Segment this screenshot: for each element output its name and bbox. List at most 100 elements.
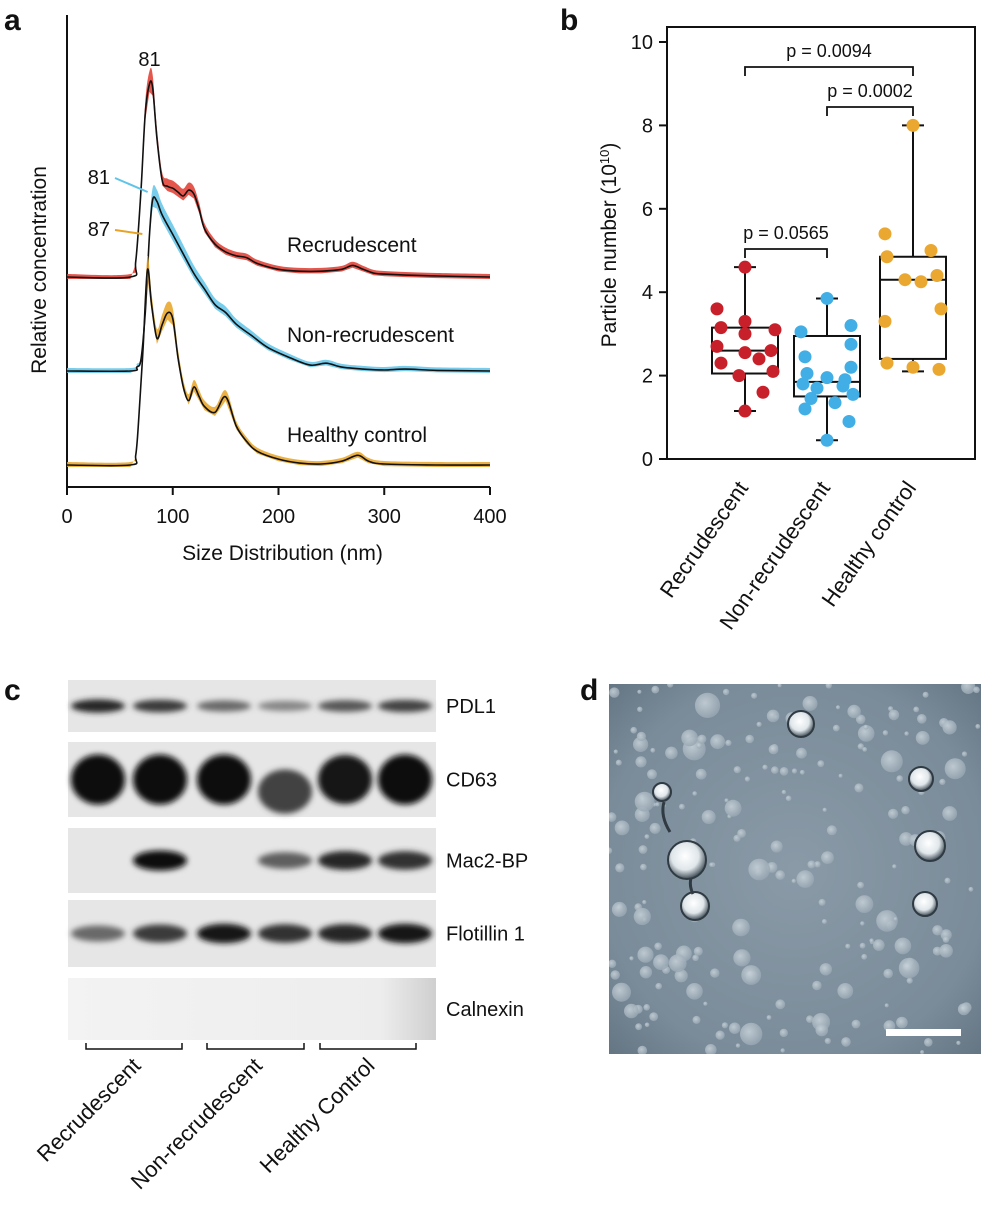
tem-particle	[615, 863, 625, 873]
blot-marker-label: Calnexin	[446, 999, 524, 1021]
group-bracket	[206, 1043, 305, 1050]
data-point	[820, 433, 834, 447]
y-axis-label: Particle number (1010)	[597, 143, 622, 348]
blot-strip	[68, 680, 436, 732]
panel-a: a 0 100 200 300 400 Size Distribution (nm) Rel…	[4, 4, 507, 565]
tem-particle	[975, 724, 981, 729]
blot-band	[258, 852, 312, 869]
data-point	[810, 381, 824, 395]
tem-particle	[917, 714, 927, 724]
data-point	[844, 360, 858, 374]
tem-particle	[924, 1038, 933, 1047]
data-point	[732, 369, 746, 383]
y-tick-label: 4	[642, 282, 653, 304]
tem-particle	[653, 954, 669, 971]
tem-particle	[956, 1040, 961, 1045]
tem-particle	[821, 851, 834, 864]
tem-particle	[701, 810, 716, 824]
tem-particle	[733, 949, 751, 967]
data-point	[878, 227, 892, 241]
tem-particle	[613, 749, 618, 754]
panel-letter-d: d	[580, 674, 598, 707]
y-axis-label-base: Particle number (10	[598, 164, 621, 347]
chart-a-plot: 0 100 200 300 400 Size Distribution (nm) Relat…	[28, 15, 507, 565]
tem-particle	[630, 726, 637, 734]
tem-particle	[643, 1004, 650, 1011]
tem-particle	[740, 1022, 763, 1046]
data-point	[844, 319, 858, 333]
data-point	[738, 327, 752, 341]
x-tick-label: 400	[473, 506, 506, 528]
series-band	[67, 184, 490, 373]
tem-particle	[888, 706, 894, 712]
tem-particle	[665, 746, 678, 760]
blot-strip	[68, 900, 436, 967]
peak-leader	[114, 229, 143, 235]
p-value-label: p = 0.0094	[786, 41, 872, 61]
blot-marker-label: CD63	[446, 770, 497, 792]
blot-band	[133, 850, 187, 871]
panel-letter-a: a	[4, 4, 21, 37]
y-tick-label: 6	[642, 199, 653, 221]
panel-c: c PDL1 CD63 Mac2-BP Flotillin 1 Calnexin Recr…	[4, 674, 528, 1194]
tem-particle	[686, 983, 703, 1000]
y-axis-label-exp: 10	[597, 150, 612, 164]
tem-particle	[609, 959, 617, 968]
tem-particle	[906, 977, 913, 984]
tem-particle	[634, 791, 655, 812]
tem-particle	[961, 684, 976, 694]
tem-particle	[920, 1050, 925, 1054]
tem-particle	[876, 910, 898, 932]
tem-particle	[762, 764, 768, 770]
tem-particle	[735, 1043, 741, 1048]
blot-marker-label: Mac2-BP	[446, 851, 528, 873]
tem-particle	[855, 714, 866, 725]
x-tick-label: 200	[262, 506, 295, 528]
tem-particle	[614, 820, 630, 836]
data-point	[738, 260, 752, 274]
tem-particle	[655, 982, 662, 990]
blot-band	[71, 699, 125, 713]
y-axis-label-close: )	[598, 143, 621, 150]
y-tick-label: 8	[642, 115, 653, 137]
data-point	[880, 356, 894, 370]
blot-band	[318, 755, 372, 804]
tem-particle	[654, 942, 662, 951]
p-value-label: p = 0.0002	[827, 81, 913, 101]
tem-particle	[922, 691, 929, 698]
blot-marker-label: PDL1	[446, 696, 496, 718]
tem-particle	[968, 886, 974, 892]
x-axis-label: Size Distribution (nm)	[182, 542, 383, 565]
data-point	[738, 314, 752, 328]
x-tick-label: 0	[61, 506, 72, 528]
blot-band	[133, 754, 187, 805]
tem-particle	[649, 1012, 659, 1021]
tem-particle	[802, 696, 818, 711]
tem-particle	[636, 731, 646, 741]
tem-particle	[694, 692, 721, 718]
data-point	[932, 362, 946, 376]
tem-particle	[854, 783, 864, 793]
tem-particle	[806, 1015, 814, 1023]
tem-particle	[957, 1003, 970, 1016]
blot-band	[133, 699, 187, 713]
tem-particle	[709, 862, 714, 867]
tem-particle	[766, 1015, 772, 1020]
blot-band	[378, 923, 432, 944]
tem-particle	[845, 943, 851, 949]
p-value-label: p = 0.0565	[743, 223, 829, 243]
tem-particle	[841, 1037, 851, 1047]
tem-particle	[899, 832, 913, 846]
peak-label: 87	[88, 219, 110, 241]
y-tick-label: 10	[631, 32, 653, 54]
tem-particle	[737, 829, 746, 838]
data-point	[794, 325, 808, 339]
tem-particle	[904, 731, 909, 736]
tem-particle	[638, 845, 648, 854]
tem-particle	[732, 918, 750, 937]
data-point	[714, 356, 728, 370]
data-point	[738, 404, 752, 418]
tem-particle	[915, 731, 930, 745]
panel-d: d	[580, 660, 981, 1060]
tem-particle	[847, 704, 861, 719]
